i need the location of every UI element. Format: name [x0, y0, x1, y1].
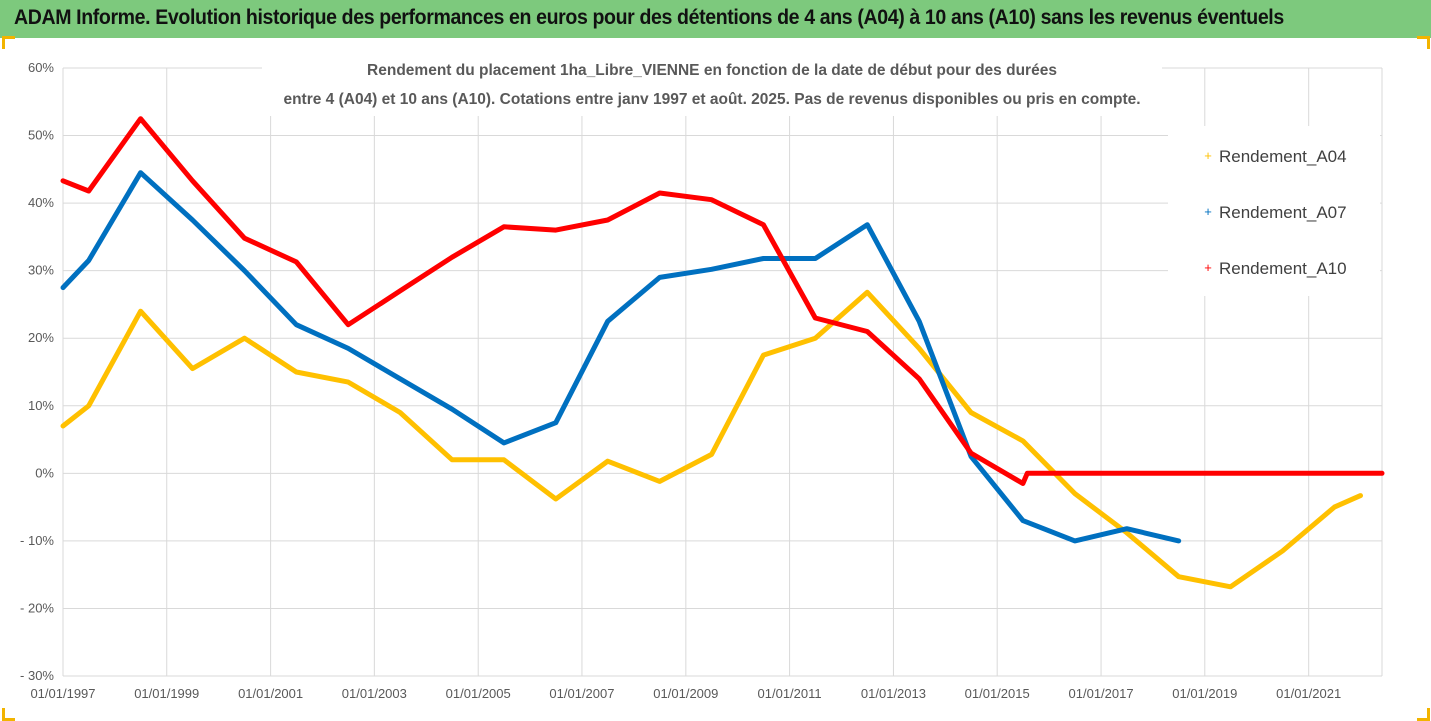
- legend-marker: +: [1204, 204, 1212, 219]
- y-tick-label: 0%: [35, 465, 54, 480]
- x-tick-label: 01/01/2001: [238, 686, 303, 701]
- header-banner: ADAM Informe. Evolution historique des p…: [0, 0, 1431, 38]
- banner-title: ADAM Informe. Evolution historique des p…: [14, 6, 1284, 29]
- y-axis-ticks: 60% 50% 40% 30% 20% 10% 0% - 10% - 20% - 30%: [20, 60, 54, 683]
- title-background: [262, 52, 1162, 116]
- x-tick-label: 01/01/1997: [30, 686, 95, 701]
- x-tick-label: 01/01/2015: [965, 686, 1030, 701]
- x-tick-label: 01/01/2013: [861, 686, 926, 701]
- series-line-Rendement_A04: [60, 289, 1363, 590]
- x-tick-label: 01/01/2003: [342, 686, 407, 701]
- chart-title-line-1: Rendement du placement 1ha_Libre_VIENNE …: [367, 62, 1057, 79]
- legend-label: Rendement_A10: [1219, 259, 1347, 278]
- frame-corner-bottom-right: [1417, 708, 1430, 721]
- series-line-Rendement_A07: [60, 170, 1182, 544]
- series-line-Rendement_A10: [60, 116, 1385, 486]
- legend-box: [1168, 126, 1380, 296]
- x-tick-label: 01/01/2007: [549, 686, 614, 701]
- x-tick-label: 01/01/2017: [1069, 686, 1134, 701]
- frame-corner-top-right: [1417, 36, 1430, 49]
- series-layer: [60, 116, 1385, 590]
- legend-label: Rendement_A07: [1219, 203, 1347, 222]
- x-tick-label: 01/01/2005: [446, 686, 511, 701]
- legend-label: Rendement_A04: [1219, 147, 1347, 166]
- y-tick-label: 60%: [28, 60, 54, 75]
- chart-title-line-2: entre 4 (A04) et 10 ans (A10). Cotations…: [283, 91, 1140, 108]
- y-tick-label: 40%: [28, 195, 54, 210]
- frame-corner-top-left: [2, 36, 15, 49]
- x-axis-ticks: 01/01/1997 01/01/1999 01/01/2001 01/01/2003…: [30, 686, 1341, 701]
- x-tick-label: 01/01/1999: [134, 686, 199, 701]
- legend: + Rendement_A04 + Rendement_A07 + Rendement_A…: [1204, 147, 1346, 278]
- x-tick-label: 01/01/2009: [653, 686, 718, 701]
- frame-corner-bottom-left: [2, 708, 15, 721]
- legend-marker: +: [1204, 148, 1212, 163]
- x-tick-label: 01/01/2011: [758, 686, 822, 701]
- y-tick-label: - 10%: [20, 533, 54, 548]
- y-tick-label: - 30%: [20, 668, 54, 683]
- x-tick-label: 01/01/2021: [1276, 686, 1341, 701]
- y-tick-label: 30%: [28, 263, 54, 278]
- x-tick-label: 01/01/2019: [1172, 686, 1237, 701]
- y-tick-label: 20%: [28, 330, 54, 345]
- y-tick-label: 50%: [28, 128, 54, 143]
- legend-marker: +: [1204, 260, 1212, 275]
- y-tick-label: - 20%: [20, 600, 54, 615]
- y-tick-label: 10%: [28, 398, 54, 413]
